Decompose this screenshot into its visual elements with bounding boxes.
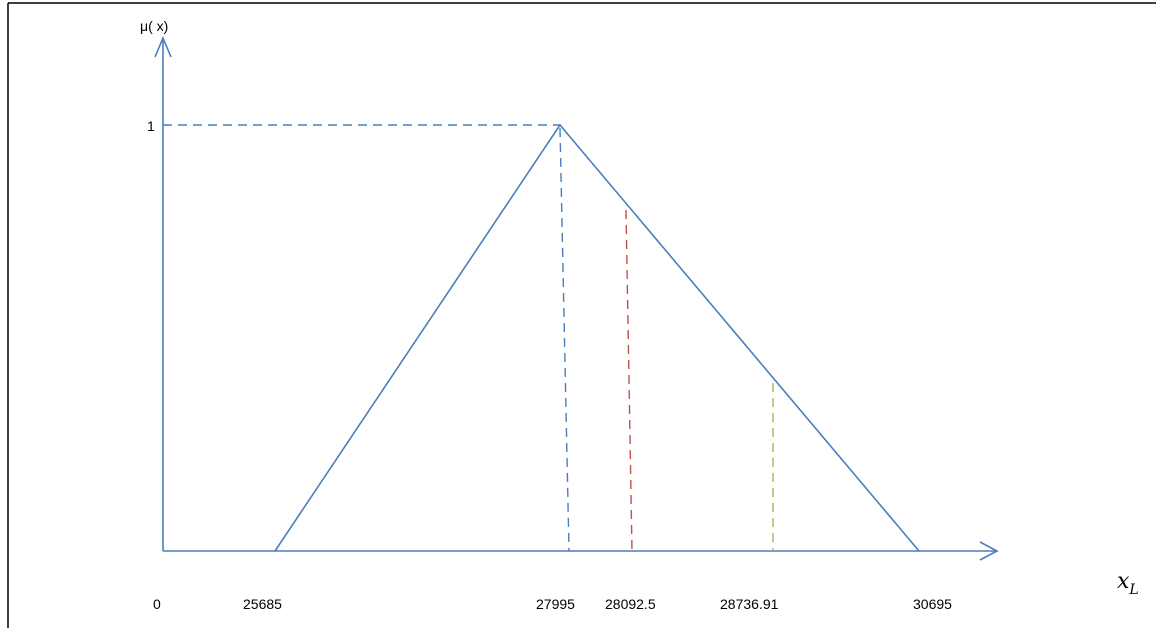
y-axis-arrowhead xyxy=(154,35,172,58)
tick-label-30695: 30695 xyxy=(913,596,952,612)
membership-triangle xyxy=(274,123,920,552)
tick-label-25685: 25685 xyxy=(243,596,282,612)
tick-label-28736-91: 28736.91 xyxy=(720,596,779,612)
y-peak-label: 1 xyxy=(147,118,155,134)
y-axis-label: μ( x) xyxy=(140,18,168,34)
x-axis-label: xL xyxy=(1117,569,1139,598)
x-axis-arrowhead xyxy=(979,541,999,561)
x-axis-label-subscript: L xyxy=(1128,582,1138,598)
x-axis-label-base: x xyxy=(1117,569,1130,594)
marker-line-red xyxy=(625,209,633,552)
tick-label-0: 0 xyxy=(153,596,161,612)
tick-label-28092-5: 28092.5 xyxy=(605,596,656,612)
marker-line-peak xyxy=(559,127,570,552)
tick-label-27995: 27995 xyxy=(536,596,575,612)
